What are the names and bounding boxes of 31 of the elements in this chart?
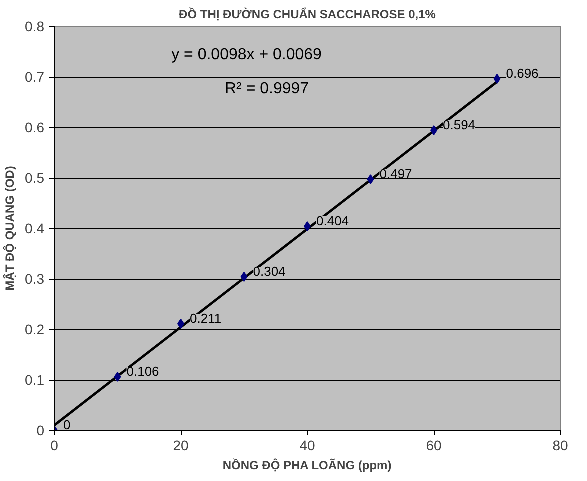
- y-tick-label: 0.5: [25, 170, 45, 186]
- y-tick-label: 0.7: [25, 69, 45, 85]
- data-label: 0.211: [190, 310, 222, 326]
- x-tick-label: 40: [300, 438, 316, 454]
- x-tick-label: 60: [426, 438, 442, 454]
- point: [240, 272, 248, 282]
- point: [114, 372, 122, 382]
- x-tick-label: 0: [50, 438, 59, 454]
- chart-title: ĐỒ THỊ ĐƯỜNG CHUẨN SACCHAROSE 0,1%: [179, 8, 436, 22]
- data-label: 0: [64, 418, 71, 432]
- y-tick-label: 0.1: [25, 372, 45, 388]
- annotation: R² = 0.9997: [224, 80, 310, 98]
- x-tick-label: 80: [552, 438, 568, 454]
- y-tick-label: 0.8: [25, 18, 45, 34]
- y-axis-title: MẬT ĐỘ QUANG (OD): [3, 166, 18, 291]
- point: [494, 74, 501, 84]
- x-axis-title: NỒNG ĐỘ PHA LOÃNG (ppm): [222, 458, 392, 472]
- point: [367, 174, 374, 185]
- y-tick-label: 0.4: [25, 220, 45, 236]
- data-label: 0.304: [253, 264, 286, 279]
- annotation: y = 0.0098x + 0.0069: [172, 46, 322, 64]
- y-tick-label: 0: [36, 422, 45, 438]
- y-tick-label: 0.2: [25, 322, 45, 338]
- data-label: 0.404: [316, 213, 350, 228]
- y-tick-label: 0.3: [25, 271, 45, 287]
- y-tick-label: 0.6: [25, 120, 45, 136]
- x-tick-label: 20: [173, 438, 189, 454]
- data-label: 0.106: [126, 364, 160, 379]
- data-label: 0.497: [380, 166, 412, 182]
- data-label: 0.696: [506, 66, 539, 82]
- data-label: 0.594: [443, 118, 476, 133]
